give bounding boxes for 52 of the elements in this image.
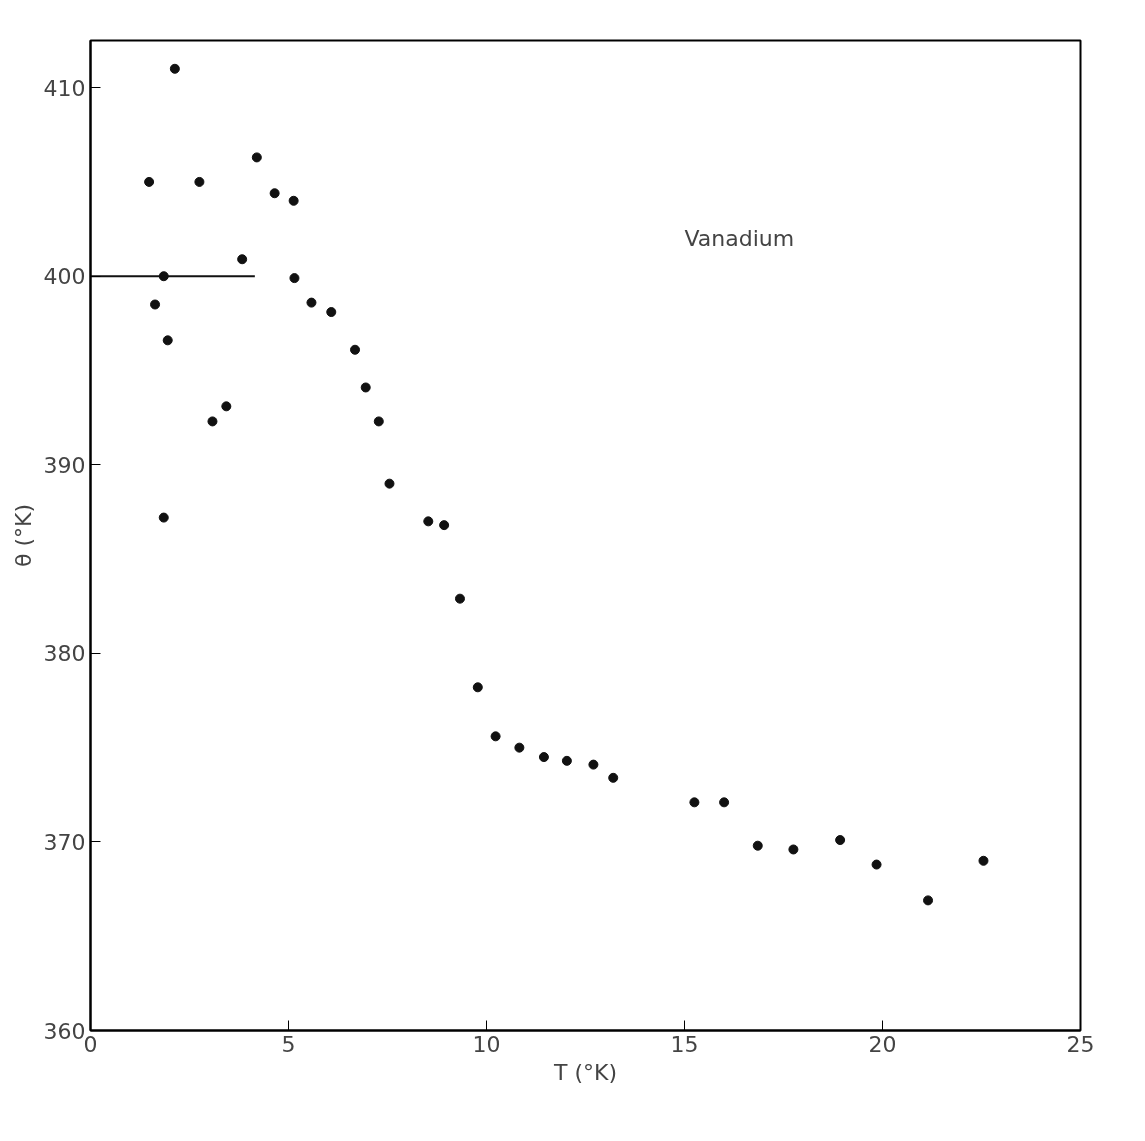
point xyxy=(207,416,218,427)
point xyxy=(538,752,549,763)
point xyxy=(835,835,846,846)
point xyxy=(490,731,501,742)
point xyxy=(288,195,299,206)
point xyxy=(144,176,155,187)
point xyxy=(373,416,384,427)
point xyxy=(221,401,232,412)
point xyxy=(788,844,799,855)
y-tick-label: 360 xyxy=(43,1018,86,1044)
x-tick-label: 0 xyxy=(83,1031,98,1057)
y-tick-label: 370 xyxy=(43,829,86,855)
point xyxy=(150,299,161,310)
point xyxy=(588,759,599,770)
point xyxy=(423,516,434,527)
point xyxy=(439,520,450,531)
x-tick-label: 10 xyxy=(472,1031,501,1057)
point xyxy=(326,307,337,318)
y-tick-label: 410 xyxy=(43,75,86,101)
point xyxy=(384,478,395,489)
y-tick-label: 390 xyxy=(43,452,86,478)
point xyxy=(871,859,882,870)
x-tick-label: 15 xyxy=(670,1031,699,1057)
point xyxy=(360,382,371,393)
point xyxy=(719,797,730,808)
point xyxy=(251,152,262,163)
point xyxy=(752,840,763,851)
point xyxy=(608,772,619,783)
point xyxy=(269,188,280,199)
point xyxy=(289,273,300,284)
x-axis-title: T (°K) xyxy=(552,1059,618,1085)
point xyxy=(978,855,989,866)
point xyxy=(923,895,934,906)
point xyxy=(454,593,465,604)
point xyxy=(350,344,361,355)
y-tick-label: 400 xyxy=(43,264,86,290)
x-tick-label: 25 xyxy=(1066,1031,1095,1057)
point xyxy=(162,335,173,346)
point xyxy=(158,512,169,523)
point xyxy=(561,755,572,766)
point xyxy=(514,742,525,753)
y-axis-title: θ (°K) xyxy=(10,503,36,568)
point xyxy=(169,63,180,74)
point xyxy=(237,254,248,265)
point xyxy=(194,176,205,187)
point xyxy=(689,797,700,808)
annotation: Vanadium xyxy=(684,226,795,251)
point xyxy=(472,682,483,693)
x-tick-label: 5 xyxy=(281,1031,296,1057)
x-tick-label: 20 xyxy=(868,1031,897,1057)
point xyxy=(306,297,317,308)
y-tick-label: 380 xyxy=(43,641,86,667)
